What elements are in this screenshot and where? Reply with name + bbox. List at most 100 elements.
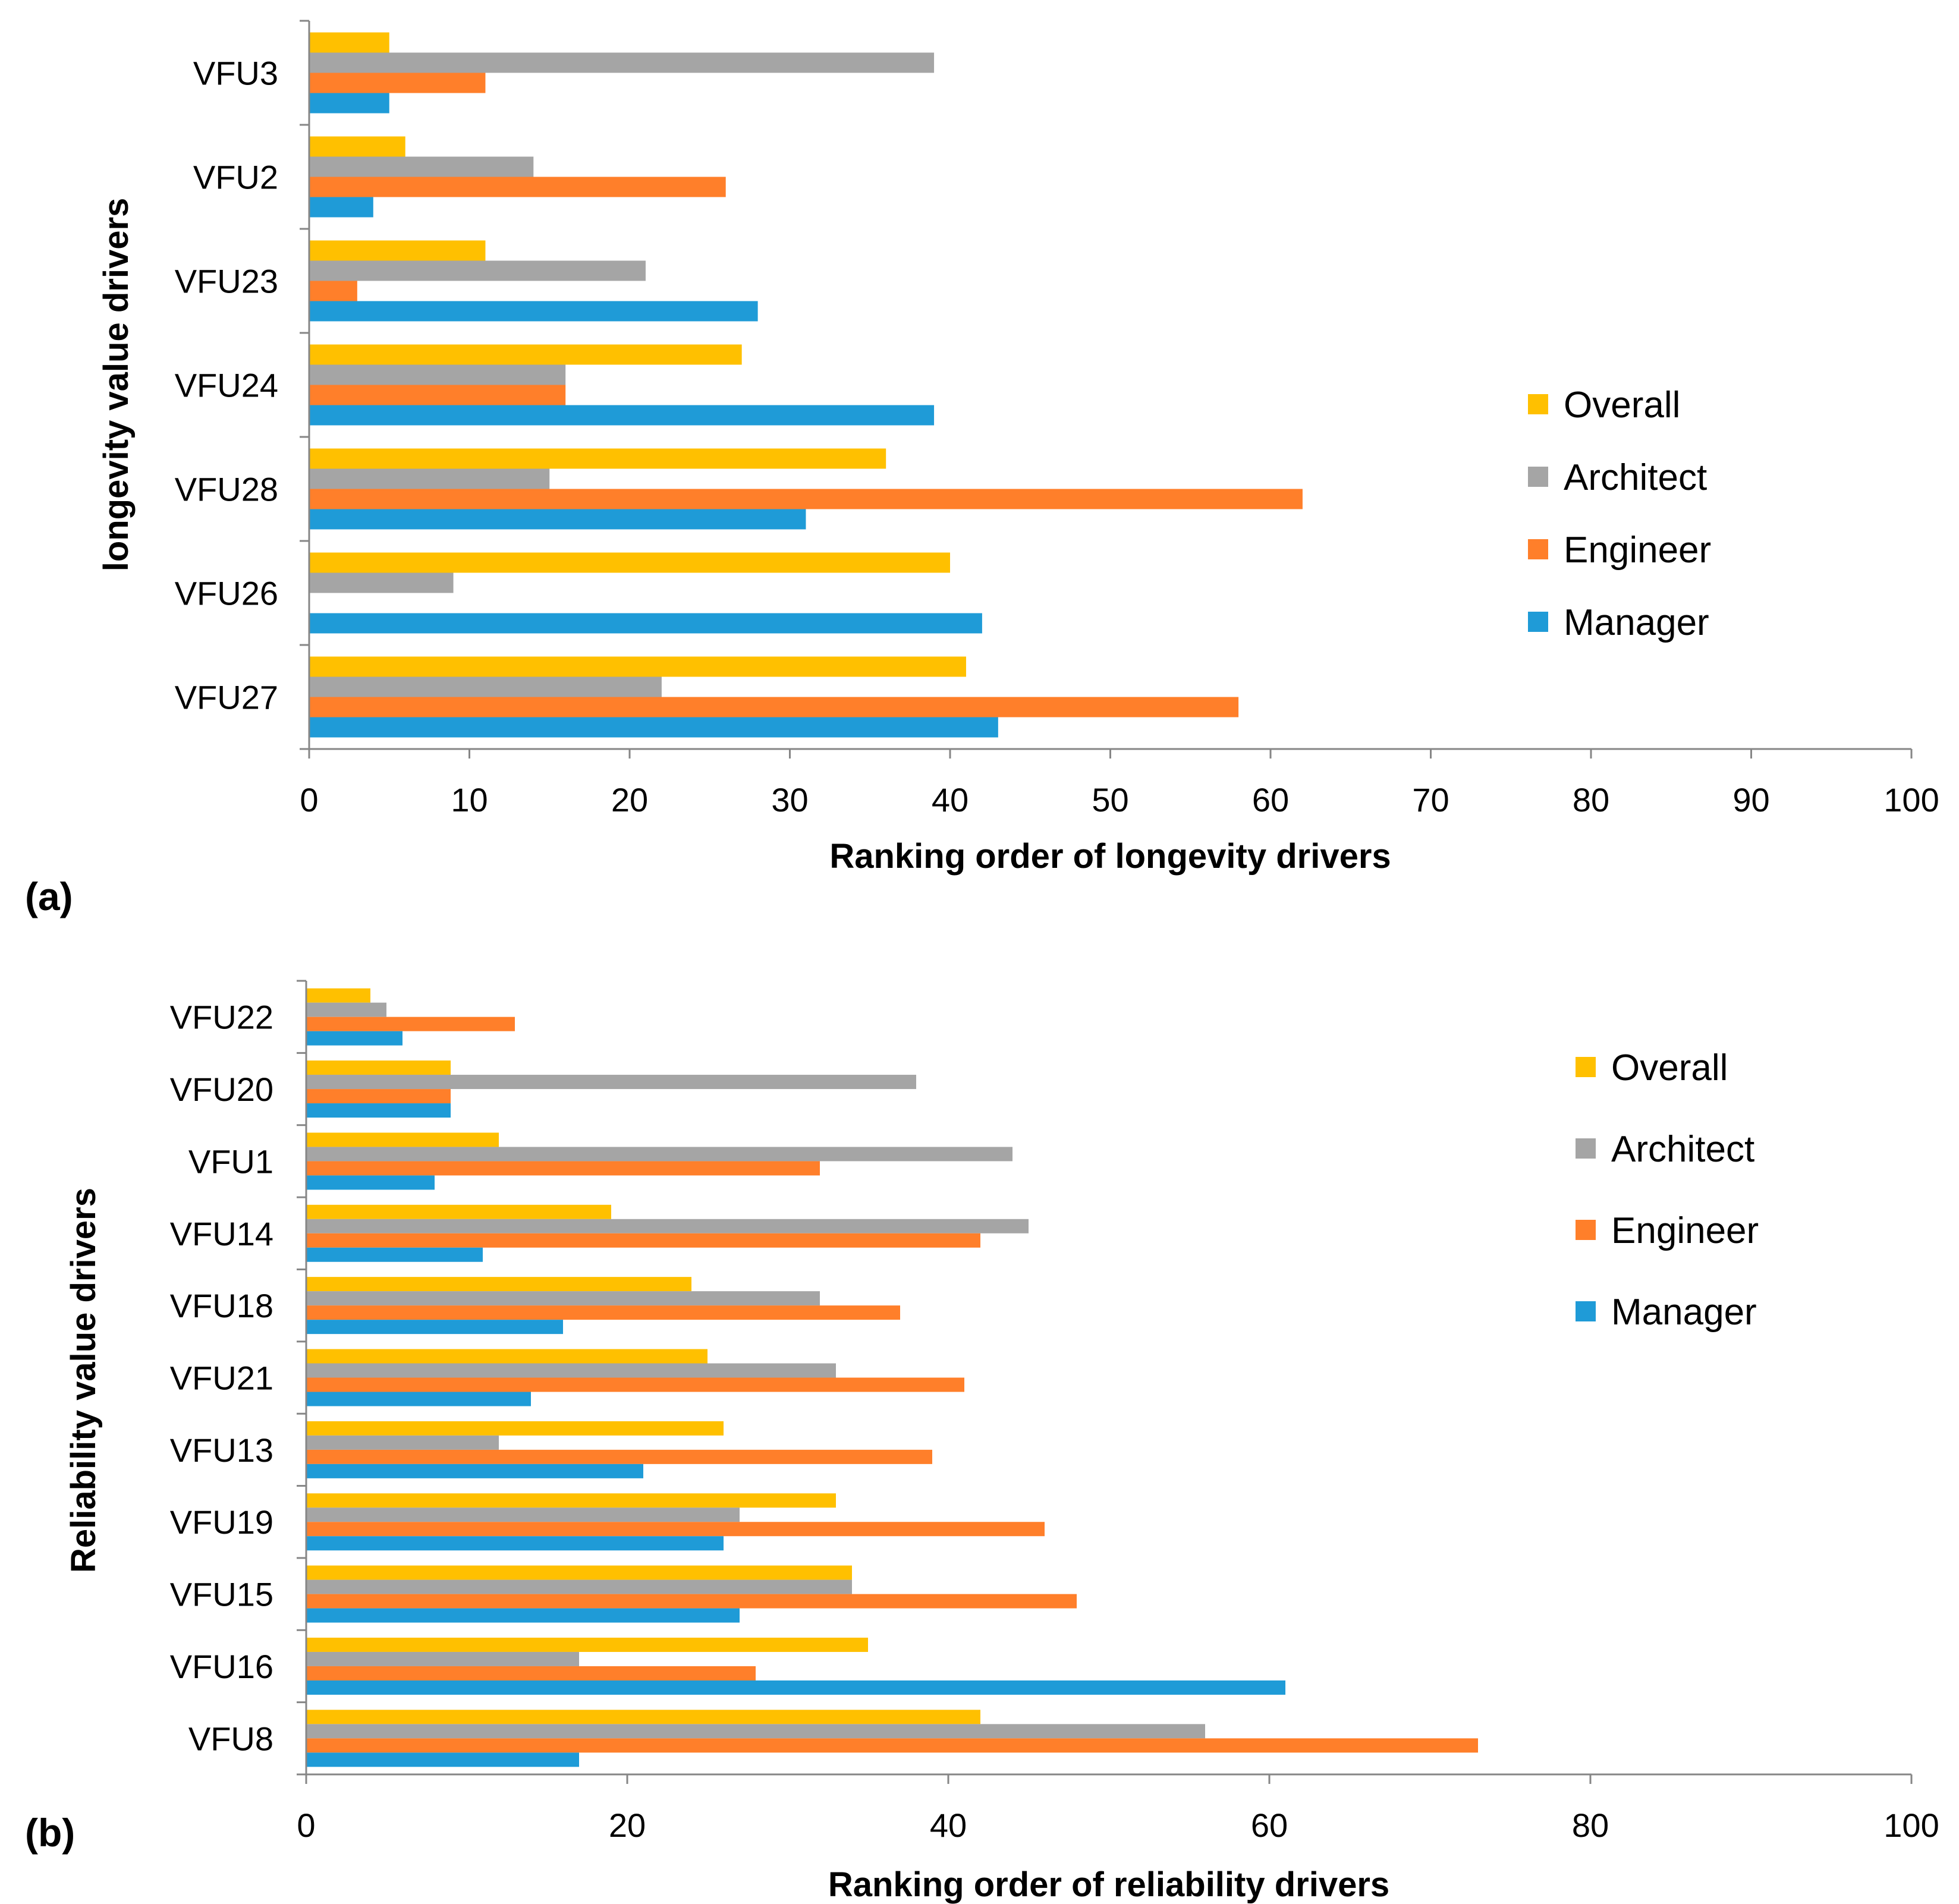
x-tick-label-a-30: 30 <box>771 781 808 819</box>
legend-swatch-b-overall <box>1576 1057 1596 1077</box>
bar-a-vfu23-engineer <box>309 281 357 301</box>
category-label-b-vfu16: VFU16 <box>170 1648 273 1685</box>
bar-b-vfu13-architect <box>306 1435 499 1450</box>
bar-b-vfu13-manager <box>306 1464 643 1478</box>
category-label-b-vfu14: VFU14 <box>170 1215 273 1252</box>
bar-b-vfu15-manager <box>306 1608 740 1623</box>
bar-b-vfu14-architect <box>306 1219 1029 1233</box>
x-tick-label-a-100: 100 <box>1883 781 1939 819</box>
bar-a-vfu24-engineer <box>309 385 566 405</box>
legend-label-b-architect: Architect <box>1611 1129 1754 1170</box>
category-label-b-vfu18: VFU18 <box>170 1287 273 1324</box>
bar-b-vfu15-architect <box>306 1579 852 1594</box>
x-tick-label-a-60: 60 <box>1252 781 1289 819</box>
bar-b-vfu21-manager <box>306 1392 531 1406</box>
bar-b-vfu1-engineer <box>306 1161 820 1176</box>
bar-b-vfu14-manager <box>306 1247 483 1262</box>
x-tick-label-a-90: 90 <box>1732 781 1769 819</box>
bar-a-vfu2-overall <box>309 136 405 157</box>
bar-b-vfu20-manager <box>306 1103 451 1118</box>
bar-b-vfu22-engineer <box>306 1016 515 1031</box>
bar-a-vfu27-engineer <box>309 697 1239 717</box>
x-tick-label-b-80: 80 <box>1572 1807 1609 1844</box>
bar-a-vfu3-manager <box>309 93 389 114</box>
y-axis-title-b: Reliability value drivers <box>64 1188 103 1573</box>
x-tick-label-a-50: 50 <box>1092 781 1128 819</box>
x-tick-label-a-40: 40 <box>932 781 969 819</box>
x-tick-label-b-0: 0 <box>297 1807 315 1844</box>
bar-a-vfu28-overall <box>309 448 886 469</box>
legend-label-a-manager: Manager <box>1564 602 1709 643</box>
x-tick-label-a-70: 70 <box>1412 781 1449 819</box>
bar-b-vfu19-manager <box>306 1536 724 1551</box>
bar-a-vfu24-overall <box>309 344 742 365</box>
legend-label-b-overall: Overall <box>1611 1047 1728 1088</box>
category-label-b-vfu15: VFU15 <box>170 1576 273 1613</box>
bar-a-vfu28-manager <box>309 509 806 530</box>
bar-a-vfu3-architect <box>309 52 935 73</box>
bar-a-vfu26-overall <box>309 552 950 573</box>
bar-b-vfu18-architect <box>306 1291 820 1306</box>
bar-b-vfu22-manager <box>306 1031 403 1046</box>
bar-b-vfu15-engineer <box>306 1594 1077 1609</box>
legend-label-b-manager: Manager <box>1611 1292 1757 1333</box>
bar-b-vfu16-overall <box>306 1637 868 1652</box>
category-label-a-vfu26: VFU26 <box>175 575 278 612</box>
category-label-b-vfu1: VFU1 <box>188 1143 273 1180</box>
bar-b-vfu13-engineer <box>306 1449 932 1464</box>
bar-a-vfu23-manager <box>309 301 758 322</box>
bar-b-vfu16-manager <box>306 1680 1285 1695</box>
category-label-a-vfu27: VFU27 <box>175 679 278 716</box>
x-axis-title-b: Ranking order of reliability drivers <box>828 1865 1389 1904</box>
bar-b-vfu22-overall <box>306 988 370 1003</box>
legend-swatch-b-engineer <box>1576 1220 1596 1240</box>
bar-b-vfu19-overall <box>306 1493 836 1508</box>
bar-b-vfu8-architect <box>306 1724 1205 1739</box>
bar-b-vfu21-engineer <box>306 1377 964 1392</box>
bar-b-vfu21-overall <box>306 1349 707 1364</box>
bar-a-vfu26-manager <box>309 613 982 634</box>
x-tick-label-b-40: 40 <box>930 1807 967 1844</box>
bar-a-vfu23-overall <box>309 240 486 261</box>
bar-b-vfu1-architect <box>306 1147 1012 1162</box>
bar-b-vfu18-overall <box>306 1277 691 1292</box>
legend-swatch-a-engineer <box>1528 539 1548 559</box>
y-axis-title-a: longevity value drivers <box>97 198 136 572</box>
bar-b-vfu22-architect <box>306 1002 386 1017</box>
x-tick-label-a-20: 20 <box>611 781 648 819</box>
legend-swatch-b-architect <box>1576 1138 1596 1159</box>
x-tick-label-b-20: 20 <box>609 1807 646 1844</box>
bar-b-vfu1-overall <box>306 1132 499 1147</box>
bar-b-vfu8-overall <box>306 1710 980 1724</box>
legend-swatch-a-overall <box>1528 394 1548 414</box>
bar-a-vfu28-architect <box>309 468 550 489</box>
x-tick-label-a-0: 0 <box>300 781 318 819</box>
bar-a-vfu24-architect <box>309 364 566 385</box>
bar-b-vfu20-overall <box>306 1060 451 1075</box>
category-label-b-vfu8: VFU8 <box>188 1720 273 1757</box>
bar-b-vfu19-architect <box>306 1508 740 1522</box>
bar-b-vfu21-architect <box>306 1363 836 1378</box>
bar-b-vfu13-overall <box>306 1421 724 1436</box>
category-label-b-vfu19: VFU19 <box>170 1503 273 1541</box>
legend-label-a-architect: Architect <box>1564 457 1707 498</box>
x-tick-label-a-10: 10 <box>451 781 488 819</box>
bar-b-vfu8-manager <box>306 1752 579 1767</box>
bar-b-vfu14-overall <box>306 1204 611 1219</box>
bar-a-vfu3-engineer <box>309 73 486 93</box>
x-tick-label-a-80: 80 <box>1573 781 1609 819</box>
bar-a-vfu27-manager <box>309 717 998 738</box>
category-label-a-vfu23: VFU23 <box>175 263 278 300</box>
bar-b-vfu8-engineer <box>306 1738 1478 1753</box>
bar-b-vfu16-engineer <box>306 1666 756 1680</box>
category-label-a-vfu3: VFU3 <box>193 55 278 92</box>
bar-a-vfu24-manager <box>309 405 935 426</box>
bar-b-vfu20-engineer <box>306 1089 451 1104</box>
bar-b-vfu19-engineer <box>306 1522 1045 1537</box>
x-tick-label-b-60: 60 <box>1251 1807 1288 1844</box>
legend-swatch-a-architect <box>1528 467 1548 487</box>
bar-a-vfu3-overall <box>309 32 389 53</box>
bar-a-vfu23-architect <box>309 260 646 281</box>
